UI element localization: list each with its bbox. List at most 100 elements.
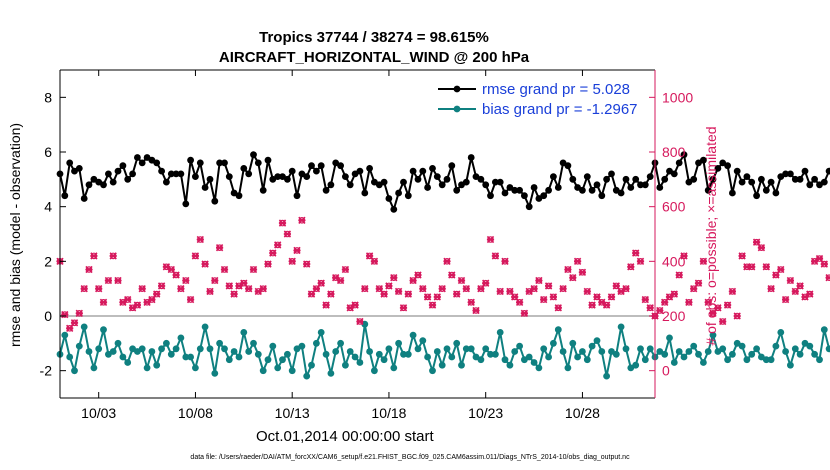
bias-point	[279, 356, 286, 364]
rmse-point	[240, 165, 248, 172]
obs-assimilated-marker	[201, 260, 209, 268]
obs-assimilated-marker	[709, 309, 717, 317]
obs-assimilated-marker	[157, 282, 166, 290]
rmse-point	[385, 195, 393, 202]
rmse-point	[206, 175, 214, 183]
bias-point	[622, 345, 630, 353]
obs-assimilated-marker	[544, 282, 553, 290]
obs-assimilated-marker	[607, 293, 616, 301]
obs-assimilated-marker	[486, 235, 495, 244]
obs-assimilated-marker	[535, 276, 543, 285]
legend-bias-label: bias grand pr = -1.2967	[482, 101, 638, 118]
bias-point	[583, 356, 591, 364]
bias-point	[371, 367, 378, 375]
rmse-point	[729, 189, 736, 197]
bias-point	[525, 353, 533, 361]
rmse-point	[501, 189, 509, 197]
obs-assimilated-marker	[206, 287, 214, 296]
y2-tick-label: 1000	[662, 89, 693, 105]
bias-point	[424, 353, 431, 361]
obs-assimilated-marker	[583, 287, 591, 296]
bias-point	[559, 348, 567, 355]
bias-point	[66, 353, 74, 361]
obs-assimilated-marker	[670, 290, 678, 298]
x-tick-label: 10/13	[275, 405, 310, 421]
rmse-point	[380, 178, 388, 186]
rmse-point	[182, 200, 190, 208]
rmse-point	[738, 178, 746, 186]
bias-point	[458, 361, 465, 369]
chart-subtitle: AIRCRAFT_HORIZONTAL_WIND @ 200 hPa	[219, 49, 530, 66]
rmse-point	[554, 184, 562, 191]
bias-point	[641, 356, 649, 364]
obs-assimilated-marker	[414, 271, 422, 279]
obs-assimilated-marker	[75, 309, 83, 317]
bias-point	[670, 359, 678, 366]
bias-point	[661, 350, 669, 358]
bias-point	[380, 356, 388, 364]
bias-point	[753, 345, 760, 353]
bias-point	[95, 345, 103, 353]
obs-assimilated-marker	[588, 301, 596, 309]
rmse-point	[656, 184, 664, 191]
rmse-point	[284, 175, 291, 183]
obs-assimilated-marker	[796, 282, 804, 290]
bias-point	[666, 334, 673, 342]
rmse-point	[462, 178, 470, 186]
rmse-point	[617, 189, 625, 197]
rmse-point	[753, 192, 760, 200]
bias-point	[163, 339, 170, 347]
obs-assimilated-marker	[351, 301, 359, 309]
rmse-point	[758, 175, 765, 183]
obs-assimilated-marker	[443, 257, 451, 265]
rmse-point	[313, 167, 320, 175]
rmse-point	[714, 165, 722, 172]
bias-point	[259, 367, 267, 375]
rmse-point	[308, 162, 315, 170]
y-tick-label: 0	[44, 308, 52, 324]
rmse-point	[438, 181, 446, 189]
bias-point	[564, 364, 572, 372]
obs-assimilated-marker	[114, 276, 122, 285]
bias-point	[419, 337, 427, 344]
bias-point	[704, 348, 712, 355]
bias-point	[303, 372, 311, 380]
rmse-point	[346, 181, 354, 189]
rmse-point	[109, 178, 117, 186]
obs-assimilated-marker	[757, 244, 766, 252]
bias-point	[284, 350, 291, 358]
rmse-point	[167, 170, 175, 178]
bias-point	[516, 342, 523, 350]
obs-assimilated-marker	[453, 290, 461, 298]
bias-point	[414, 345, 422, 353]
bias-point	[743, 356, 751, 364]
obs-assimilated-marker	[825, 274, 830, 282]
obs-assimilated-marker	[496, 287, 504, 296]
bias-point	[148, 348, 156, 355]
rmse-point	[641, 181, 649, 189]
obs-assimilated-marker	[278, 219, 287, 227]
rmse-point	[187, 156, 195, 164]
bias-point	[390, 364, 398, 372]
obs-assimilated-marker	[714, 304, 722, 312]
obs-assimilated-marker	[564, 265, 572, 274]
bias-point	[816, 356, 823, 364]
bias-point	[245, 348, 253, 355]
obs-assimilated-marker	[172, 271, 180, 279]
rmse-point	[424, 184, 431, 191]
y-axis-label: rmse and bias (model - observation)	[7, 123, 23, 347]
bias-point	[206, 345, 214, 353]
rmse-point	[124, 175, 132, 183]
obs-assimilated-marker	[694, 279, 703, 287]
bias-point	[254, 350, 262, 358]
obs-assimilated-marker	[438, 285, 446, 293]
rmse-point	[366, 165, 373, 172]
rmse-point	[583, 173, 591, 181]
rmse-point	[762, 186, 770, 194]
rmse-point	[525, 203, 533, 211]
rmse-point	[767, 178, 775, 186]
bias-point	[375, 350, 383, 358]
obs-assimilated-marker	[153, 290, 161, 298]
obs-assimilated-marker	[699, 257, 708, 265]
obs-assimilated-marker	[293, 246, 301, 255]
